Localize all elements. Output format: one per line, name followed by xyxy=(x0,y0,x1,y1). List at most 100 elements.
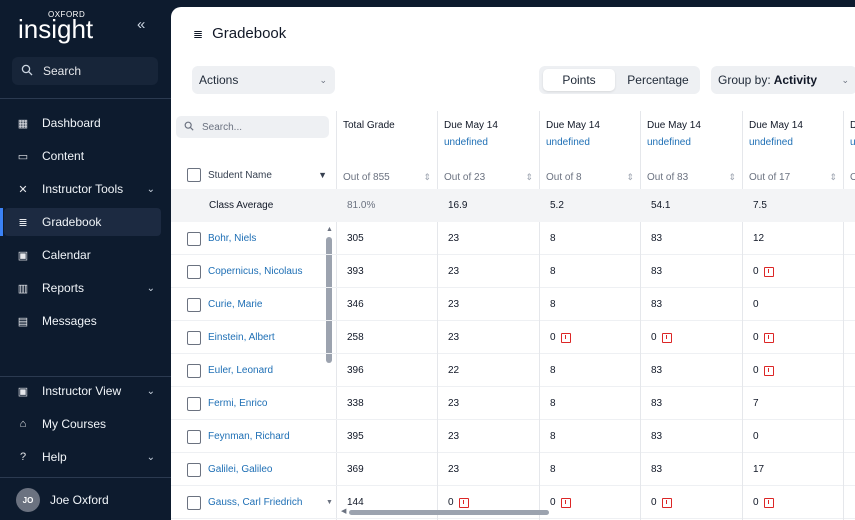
grade-cell[interactable]: 395 xyxy=(347,431,364,442)
student-name-header[interactable]: Student Name ▼ xyxy=(187,166,327,184)
grade-cell[interactable]: 0 xyxy=(753,332,774,343)
sort-icon[interactable]: ⇕ xyxy=(626,172,634,182)
student-checkbox[interactable] xyxy=(187,231,201,246)
student-checkbox[interactable] xyxy=(187,396,201,411)
horizontal-scrollbar[interactable] xyxy=(349,510,549,515)
grade-cell[interactable]: 83 xyxy=(651,464,662,475)
student-name-link[interactable]: Bohr, Niels xyxy=(208,233,257,244)
grade-cell[interactable]: 23 xyxy=(448,299,459,310)
sort-desc-icon[interactable]: ▼ xyxy=(318,170,327,180)
sort-icon[interactable]: ⇕ xyxy=(829,172,837,182)
actions-dropdown[interactable]: Actions ⌄ xyxy=(192,66,335,94)
grade-cell[interactable]: 23 xyxy=(448,464,459,475)
grade-cell[interactable]: 0 xyxy=(651,497,672,508)
grade-cell[interactable]: 83 xyxy=(651,233,662,244)
column-title[interactable]: Due May 14 xyxy=(546,120,600,131)
grade-cell[interactable]: 8 xyxy=(550,299,556,310)
scroll-left-icon[interactable]: ◀ xyxy=(341,508,347,515)
grade-cell[interactable]: 23 xyxy=(448,233,459,244)
sort-icon[interactable]: ⇕ xyxy=(423,172,431,182)
column-title[interactable]: Due May 14 xyxy=(647,120,701,131)
sidebar-item-instructor-tools[interactable]: ✕ Instructor Tools ⌄ xyxy=(4,175,161,203)
grade-cell[interactable]: 258 xyxy=(347,332,364,343)
sidebar-item-reports[interactable]: ▥ Reports ⌄ xyxy=(4,274,161,302)
student-name-link[interactable]: Galilei, Galileo xyxy=(208,464,273,475)
student-checkbox[interactable] xyxy=(187,297,201,312)
grade-cell[interactable]: 17 xyxy=(753,464,764,475)
sort-icon[interactable]: ⇕ xyxy=(728,172,736,182)
column-title[interactable]: Due May 14 xyxy=(749,120,803,131)
user-menu[interactable]: JO Joe Oxford xyxy=(0,484,171,516)
grade-cell[interactable]: 83 xyxy=(651,299,662,310)
collapse-sidebar-icon[interactable]: « xyxy=(137,16,146,33)
grade-cell[interactable]: 0 xyxy=(550,497,571,508)
grade-cell[interactable]: 12 xyxy=(753,233,764,244)
grade-cell[interactable]: 8 xyxy=(550,233,556,244)
scroll-up-icon[interactable]: ▲ xyxy=(326,226,333,233)
grade-cell[interactable]: 8 xyxy=(550,398,556,409)
grade-cell[interactable]: 8 xyxy=(550,266,556,277)
grade-cell[interactable]: 338 xyxy=(347,398,364,409)
student-name-link[interactable]: Curie, Marie xyxy=(208,299,263,310)
oxford-insight-logo[interactable]: OXFORD insight xyxy=(18,10,118,44)
group-by-dropdown[interactable]: Group by: Activity ⌄ xyxy=(711,66,855,94)
grade-cell[interactable]: 393 xyxy=(347,266,364,277)
sidebar-item-messages[interactable]: ▤ Messages xyxy=(4,307,161,335)
grade-cell[interactable]: 0 xyxy=(753,266,774,277)
grade-cell[interactable]: 369 xyxy=(347,464,364,475)
grade-cell[interactable]: 23 xyxy=(448,398,459,409)
student-search-input[interactable]: Search... xyxy=(176,116,329,138)
grade-cell[interactable]: 0 xyxy=(753,365,774,376)
vertical-scrollbar[interactable] xyxy=(326,237,332,363)
sidebar-item-content[interactable]: ▭ Content xyxy=(4,142,161,170)
grade-cell[interactable]: 83 xyxy=(651,398,662,409)
sidebar-item-my-courses[interactable]: ⌂ My Courses xyxy=(4,410,161,438)
column-subtitle-link[interactable]: u xyxy=(850,137,855,148)
grade-cell[interactable]: 0 xyxy=(753,299,759,310)
grade-cell[interactable]: 23 xyxy=(448,332,459,343)
column-subtitle-link[interactable]: undefined xyxy=(647,137,691,148)
percentage-option[interactable]: Percentage xyxy=(627,73,689,87)
sidebar-item-help[interactable]: ? Help ⌄ xyxy=(4,443,161,471)
grade-cell[interactable]: 0 xyxy=(651,332,672,343)
column-subtitle-link[interactable]: undefined xyxy=(749,137,793,148)
sidebar-item-instructor-view[interactable]: ▣ Instructor View ⌄ xyxy=(4,377,161,405)
grade-cell[interactable]: 22 xyxy=(448,365,459,376)
grade-cell[interactable]: 0 xyxy=(753,431,759,442)
student-name-link[interactable]: Copernicus, Nicolaus xyxy=(208,266,303,277)
grade-cell[interactable]: 0 xyxy=(753,497,774,508)
sidebar-item-gradebook[interactable]: ≣ Gradebook xyxy=(0,208,161,236)
student-name-link[interactable]: Einstein, Albert xyxy=(208,332,275,343)
student-name-link[interactable]: Euler, Leonard xyxy=(208,365,274,376)
points-option[interactable]: Points xyxy=(543,69,615,91)
student-name-link[interactable]: Fermi, Enrico xyxy=(208,398,268,409)
sidebar-item-calendar[interactable]: ▣ Calendar xyxy=(4,241,161,269)
student-checkbox[interactable] xyxy=(187,429,201,444)
sidebar-item-dashboard[interactable]: ▦ Dashboard xyxy=(4,109,161,137)
grade-cell[interactable]: 7 xyxy=(753,398,759,409)
grade-cell[interactable]: 23 xyxy=(448,266,459,277)
student-checkbox[interactable] xyxy=(187,462,201,477)
student-checkbox[interactable] xyxy=(187,363,201,378)
grade-cell[interactable]: 305 xyxy=(347,233,364,244)
student-checkbox[interactable] xyxy=(187,330,201,345)
student-checkbox[interactable] xyxy=(187,264,201,279)
sidebar-search[interactable]: Search xyxy=(12,57,158,85)
grade-cell[interactable]: 8 xyxy=(550,431,556,442)
grade-cell[interactable]: 83 xyxy=(651,431,662,442)
column-title[interactable]: Due May 14 xyxy=(444,120,498,131)
student-checkbox[interactable] xyxy=(187,495,201,510)
sort-icon[interactable]: ⇕ xyxy=(525,172,533,182)
column-subtitle-link[interactable]: undefined xyxy=(444,137,488,148)
select-all-checkbox[interactable] xyxy=(187,168,201,182)
grade-cell[interactable]: 144 xyxy=(347,497,364,508)
student-name-link[interactable]: Feynman, Richard xyxy=(208,431,290,442)
grade-cell[interactable]: 396 xyxy=(347,365,364,376)
column-title[interactable]: D xyxy=(850,120,855,131)
grade-cell[interactable]: 0 xyxy=(448,497,469,508)
column-title[interactable]: Total Grade xyxy=(343,120,395,131)
student-name-link[interactable]: Gauss, Carl Friedrich xyxy=(208,497,303,508)
grade-cell[interactable]: 346 xyxy=(347,299,364,310)
grade-cell[interactable]: 0 xyxy=(550,332,571,343)
grade-cell[interactable]: 83 xyxy=(651,365,662,376)
